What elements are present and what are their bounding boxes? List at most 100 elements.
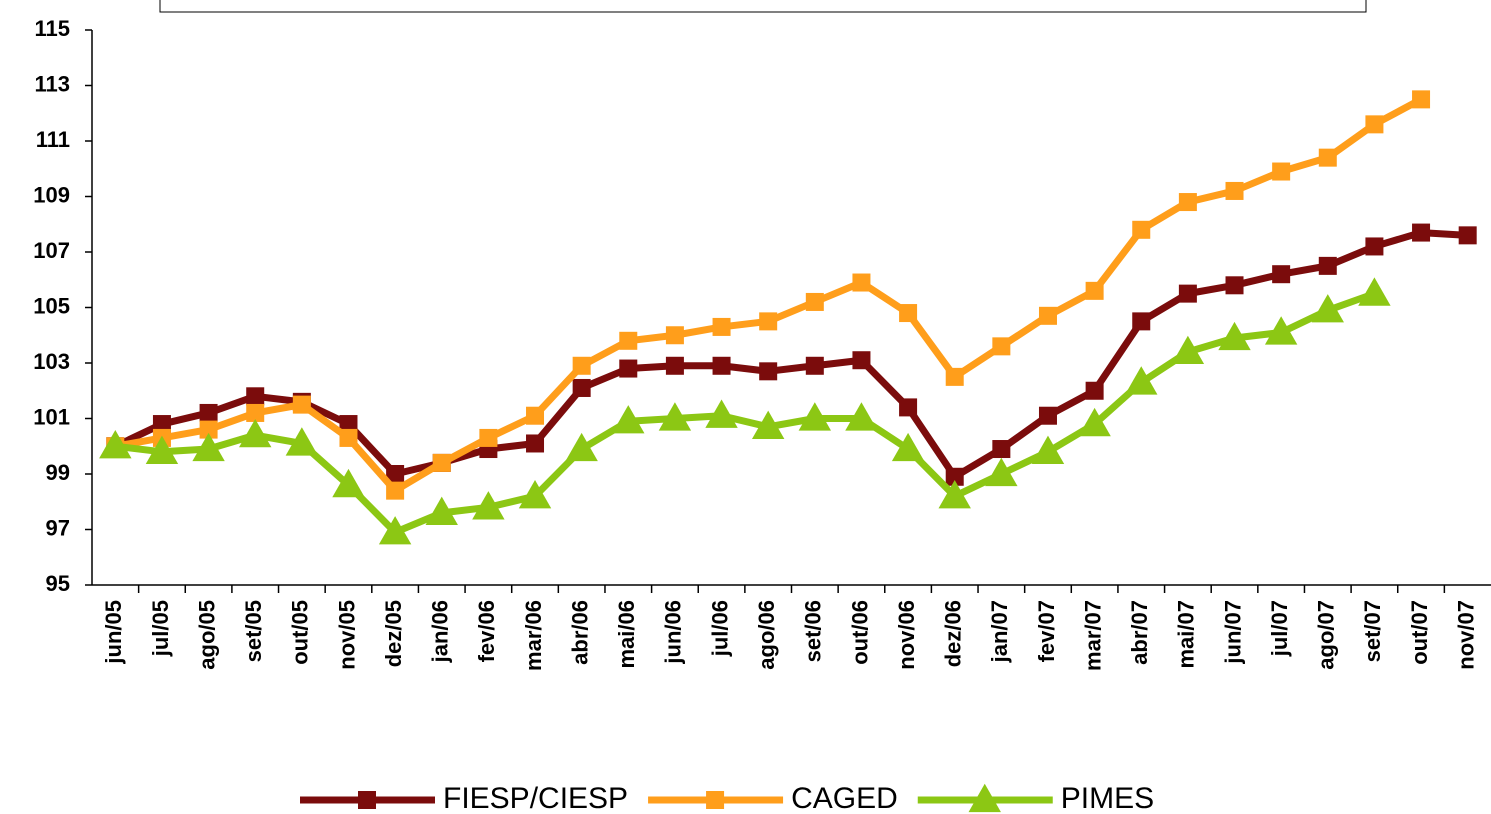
y-tick-label: 97: [46, 515, 70, 540]
y-tick-label: 111: [36, 127, 70, 152]
point: [712, 317, 731, 336]
x-tick-label: abr/07: [1127, 600, 1152, 665]
point: [1225, 276, 1244, 295]
y-tick-label: 99: [46, 460, 70, 485]
point: [472, 491, 505, 520]
point: [1412, 223, 1431, 242]
point: [1272, 265, 1291, 284]
point: [1318, 148, 1337, 167]
point: [99, 430, 132, 459]
point: [1132, 220, 1151, 239]
point: [1218, 321, 1251, 351]
point: [292, 395, 311, 414]
x-tick-label: nov/05: [334, 600, 359, 670]
point: [658, 402, 692, 431]
x-tick-label: jan/06: [428, 600, 453, 663]
point: [712, 356, 731, 375]
series-line: [114, 290, 1376, 536]
point: [1365, 115, 1384, 134]
point: [1311, 294, 1344, 323]
point: [798, 402, 832, 431]
point: [1318, 256, 1337, 275]
point: [759, 312, 778, 331]
series-line: [113, 229, 1468, 481]
point: [339, 415, 358, 434]
point: [432, 453, 451, 472]
point: [751, 410, 785, 439]
point: [992, 337, 1011, 356]
point: [612, 405, 645, 434]
x-tick-label: mar/06: [521, 600, 546, 671]
legend-label: PIMES: [1061, 782, 1154, 814]
y-tick-label: 103: [33, 349, 70, 374]
point: [619, 359, 638, 378]
point: [992, 440, 1011, 459]
x-tick-label: out/06: [847, 600, 872, 665]
legend-item: FIESP/CIESP: [300, 782, 628, 814]
x-tick-label: jan/07: [987, 600, 1012, 663]
point: [899, 398, 918, 417]
point: [565, 432, 598, 462]
point: [852, 351, 871, 370]
point: [518, 480, 552, 509]
point: [945, 467, 964, 486]
point: [705, 399, 738, 428]
legend-item: CAGED: [648, 782, 898, 814]
point: [152, 415, 171, 434]
point: [805, 292, 824, 311]
x-tick-label: jun/06: [661, 600, 686, 665]
x-tick-label: nov/07: [1453, 600, 1478, 670]
point: [285, 427, 319, 456]
y-tick-label: 101: [33, 404, 70, 429]
x-tick-label: jun/05: [101, 600, 126, 665]
point: [1264, 316, 1298, 345]
plot-title-box: [159, 0, 1367, 13]
x-tick-label: out/07: [1407, 600, 1432, 665]
x-tick-label: out/05: [288, 600, 313, 665]
y-tick-label: 95: [46, 571, 70, 596]
point: [759, 362, 778, 381]
point: [665, 356, 684, 375]
y-tick-label: 109: [33, 182, 70, 207]
point: [526, 434, 545, 453]
x-tick-label: set/07: [1360, 600, 1385, 662]
x-tick-label: dez/06: [941, 600, 966, 667]
point: [1178, 193, 1197, 212]
x-tick-label: jul/07: [1267, 600, 1292, 657]
point: [239, 418, 272, 448]
point: [1412, 90, 1431, 109]
legend-label: FIESP/CIESP: [443, 782, 628, 814]
point: [358, 791, 376, 809]
point: [1178, 284, 1197, 303]
point: [145, 435, 179, 464]
point: [1171, 335, 1205, 365]
point: [985, 457, 1018, 487]
point: [192, 432, 225, 462]
point: [1038, 406, 1057, 425]
point: [199, 403, 218, 422]
y-tick-label: 115: [35, 16, 71, 41]
x-tick-label: mai/07: [1174, 600, 1199, 669]
x-tick-label: ago/07: [1314, 600, 1339, 670]
x-tick-label: set/05: [241, 600, 266, 662]
point: [246, 387, 265, 406]
x-tick-label: mai/06: [614, 600, 639, 669]
point: [665, 326, 684, 345]
point: [945, 367, 964, 386]
point: [845, 402, 878, 431]
point: [386, 481, 405, 500]
point: [572, 356, 591, 375]
x-tick-label: fev/07: [1034, 600, 1059, 662]
x-tick-label: ago/05: [194, 600, 219, 670]
point: [899, 304, 918, 323]
point: [1458, 226, 1477, 245]
x-tick-label: jul/05: [148, 600, 173, 657]
y-tick-label: 113: [35, 71, 71, 96]
point: [1085, 381, 1104, 400]
point: [938, 480, 971, 509]
x-tick-label: abr/06: [567, 600, 592, 665]
point: [805, 356, 824, 375]
point: [1132, 312, 1151, 331]
point: [526, 406, 545, 425]
